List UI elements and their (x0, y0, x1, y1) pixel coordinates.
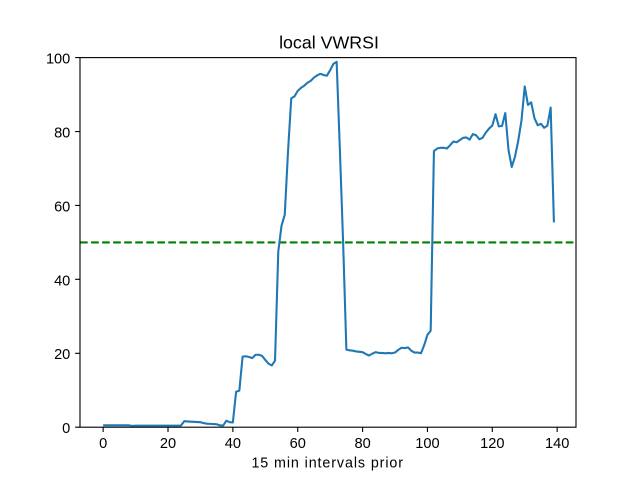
svg-text:20: 20 (160, 436, 176, 452)
svg-text:80: 80 (54, 125, 70, 141)
svg-text:40: 40 (54, 273, 70, 289)
svg-text:15 min intervals prior: 15 min intervals prior (251, 455, 404, 471)
svg-text:40: 40 (225, 436, 241, 452)
svg-text:20: 20 (54, 347, 70, 363)
svg-text:60: 60 (290, 436, 306, 452)
svg-text:local VWRSI: local VWRSI (279, 32, 379, 52)
svg-text:120: 120 (480, 436, 504, 452)
svg-text:140: 140 (545, 436, 569, 452)
svg-text:100: 100 (415, 436, 439, 452)
svg-text:60: 60 (54, 199, 70, 215)
svg-text:80: 80 (354, 436, 370, 452)
svg-text:0: 0 (99, 436, 107, 452)
svg-text:100: 100 (46, 52, 70, 68)
svg-text:0: 0 (62, 421, 70, 437)
